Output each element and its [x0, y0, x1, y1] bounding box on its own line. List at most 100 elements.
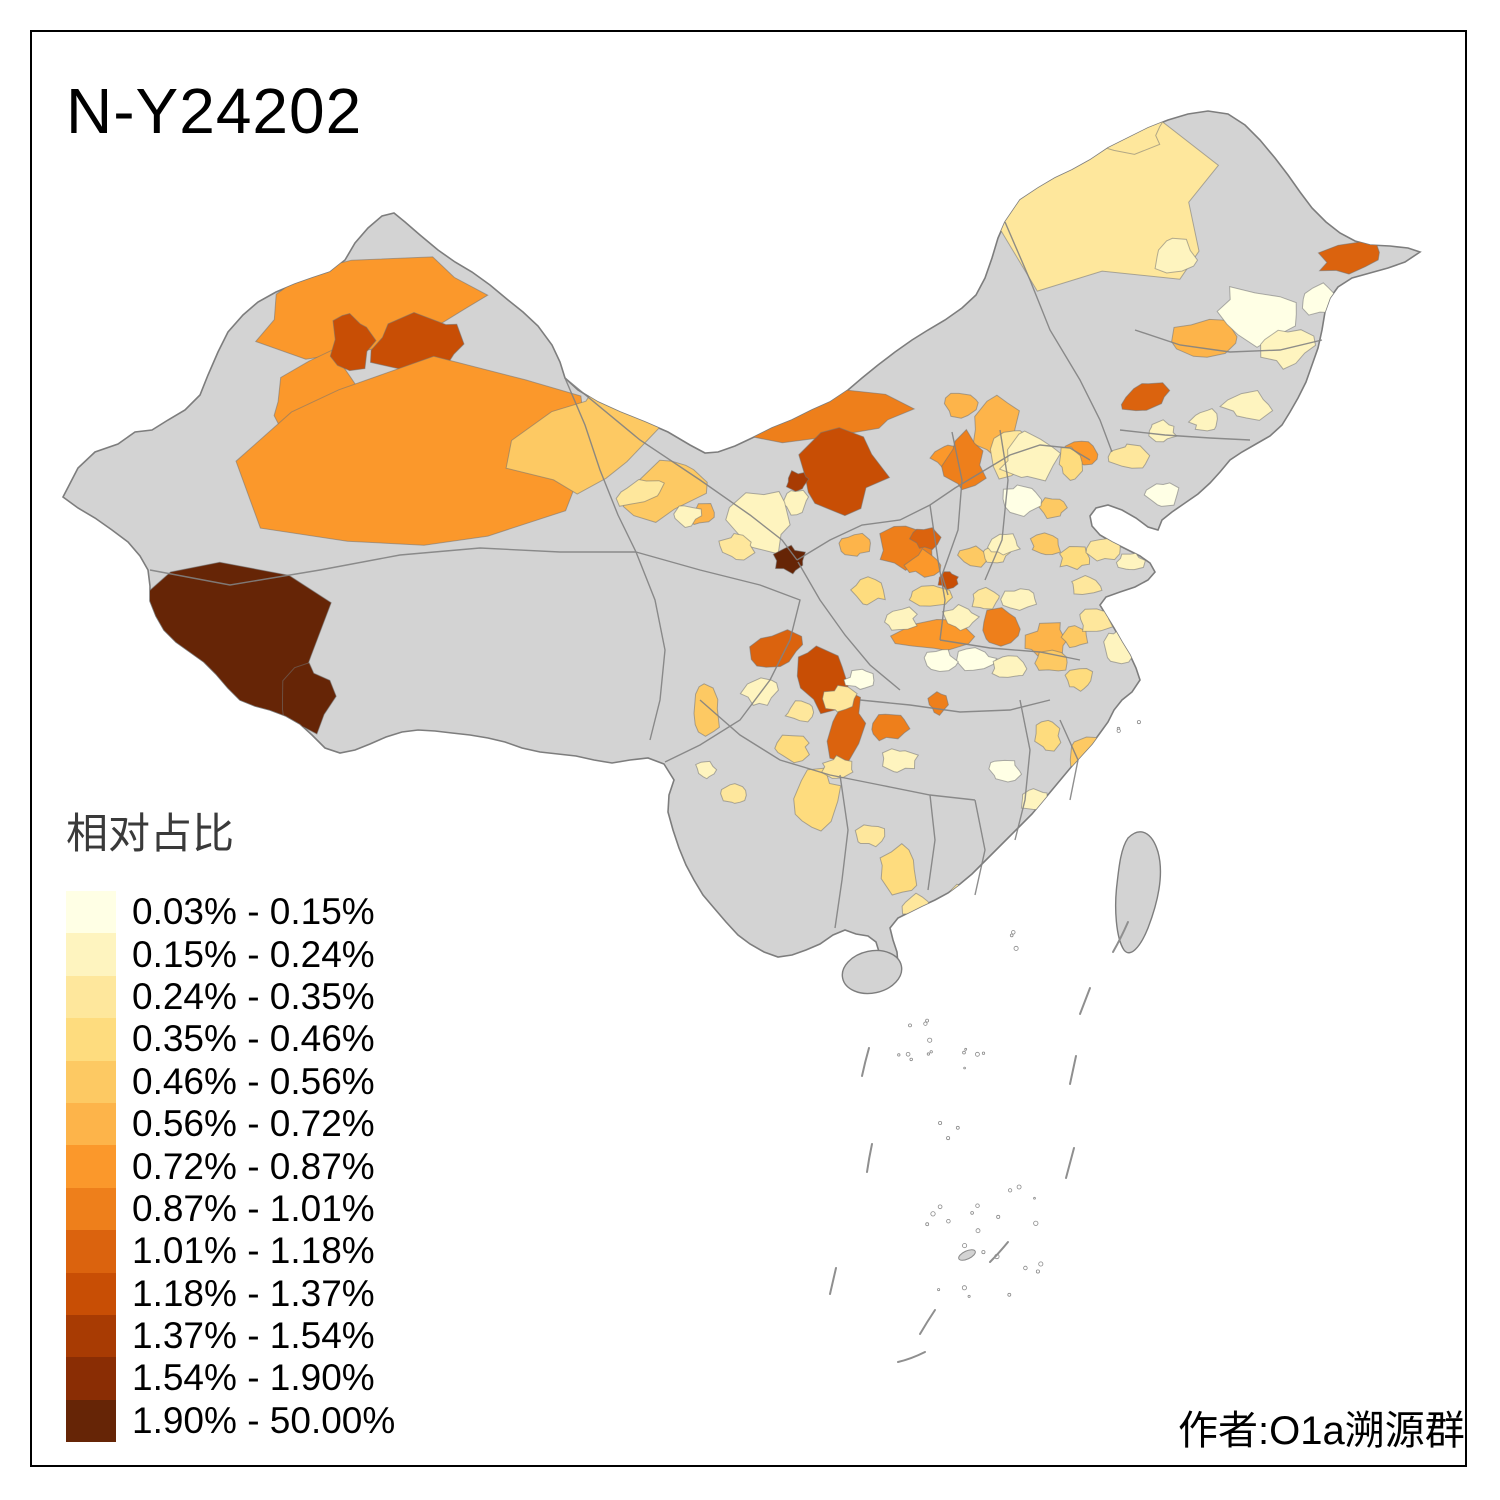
map-region [235, 355, 589, 546]
map-region [903, 548, 942, 578]
legend-swatch [66, 933, 116, 976]
map-region [1071, 574, 1103, 596]
legend-swatch [66, 1018, 116, 1061]
legend-swatch [66, 891, 116, 934]
map-region [923, 648, 959, 673]
map-region [282, 662, 337, 737]
map-region [937, 571, 960, 591]
map-region [1058, 545, 1091, 571]
map-region [1187, 408, 1218, 432]
map-region [1079, 608, 1115, 632]
map-region [329, 312, 377, 372]
map-region [849, 576, 886, 606]
islet-dot [930, 1211, 936, 1217]
map-region [908, 527, 942, 551]
legend-item: 1.01% - 1.18% [66, 1230, 395, 1273]
islet-dot [1009, 933, 1014, 938]
islet-dot [981, 1051, 986, 1055]
map-region [941, 428, 987, 491]
islet-dot [926, 1052, 931, 1056]
map-region [838, 532, 871, 557]
map-region [1219, 389, 1274, 421]
map-region [821, 684, 858, 713]
map-region [1260, 329, 1317, 370]
legend-label: 1.90% - 50.00% [132, 1399, 396, 1441]
islet-dot [975, 1228, 981, 1234]
map-region [1034, 719, 1062, 752]
islet-dot [1136, 720, 1141, 725]
map-region [881, 748, 920, 773]
islet-dot [962, 1050, 966, 1055]
islet-dot [975, 1203, 980, 1208]
islet-dot [908, 1023, 912, 1028]
islet-dot [963, 1066, 966, 1070]
islet-dot [1023, 1265, 1028, 1271]
map-region [1042, 821, 1077, 850]
legend-label: 0.87% - 1.01% [132, 1187, 375, 1229]
map-region [739, 677, 779, 706]
legend-label: 0.72% - 0.87% [132, 1145, 375, 1187]
map-region [615, 478, 665, 507]
legend-item: 1.54% - 1.90% [66, 1357, 395, 1400]
islet-dot [1038, 1261, 1044, 1267]
islet-dot [938, 1121, 943, 1126]
map-region [1069, 736, 1111, 769]
map-region [1143, 482, 1180, 507]
map-region [988, 759, 1023, 783]
legend-item: 0.87% - 1.01% [66, 1187, 395, 1231]
map-region [720, 783, 747, 804]
legend-item: 0.35% - 0.46% [66, 1018, 395, 1061]
legend-swatch [66, 1314, 116, 1358]
legend-label: 0.03% - 0.15% [132, 891, 375, 933]
legend-item: 1.37% - 1.54% [66, 1314, 395, 1358]
islet-dot [955, 1125, 960, 1130]
legend-swatch [66, 1102, 116, 1146]
islet-dot [927, 1037, 933, 1043]
map-region [695, 760, 718, 780]
hainan-island [841, 949, 903, 995]
islet-dot [996, 1214, 1001, 1219]
islet-dot [962, 1243, 968, 1249]
islet-dot [1035, 1269, 1040, 1274]
legend-item: 0.24% - 0.35% [66, 975, 395, 1019]
islet-dot [909, 1057, 913, 1062]
itu-aba-island [958, 1249, 976, 1261]
legend-item: 0.15% - 0.24% [66, 933, 395, 976]
map-region [871, 713, 911, 742]
map-region [943, 392, 979, 419]
map-region [1148, 419, 1178, 443]
map-region [941, 603, 981, 632]
map-region [1060, 625, 1089, 649]
map-region [982, 607, 1021, 647]
legend-item: 0.72% - 0.87% [66, 1145, 395, 1188]
legend-swatch [66, 1357, 116, 1400]
map-region [785, 469, 810, 493]
legend-item: 1.90% - 50.00% [66, 1399, 396, 1443]
map-region [884, 606, 918, 631]
map-region [1064, 667, 1094, 692]
map-region [956, 545, 989, 568]
map-region [793, 767, 842, 832]
legend-item: 0.46% - 0.56% [66, 1060, 395, 1103]
islet-dot [925, 1222, 930, 1227]
islet-dot [1007, 1188, 1013, 1193]
islet-dot [981, 1250, 986, 1255]
islet-dot [1033, 1220, 1039, 1226]
islet-dot [1033, 1196, 1036, 1200]
islet-dot [967, 1294, 971, 1298]
map-region [1034, 649, 1068, 672]
legend-item: 1.18% - 1.37% [66, 1272, 395, 1315]
islet-dot [897, 1053, 901, 1057]
map-region [854, 824, 886, 848]
legend-swatch [66, 1230, 116, 1273]
map-region [998, 430, 1062, 482]
nine-dash-line [829, 921, 1129, 1363]
islet-dot [923, 1021, 928, 1026]
map-region [774, 734, 811, 764]
islet-dot [937, 1204, 943, 1210]
islet-dot [925, 1018, 929, 1023]
province-borders [149, 221, 1323, 929]
legend-label: 1.18% - 1.37% [132, 1272, 375, 1314]
islet-dot [975, 1051, 980, 1057]
legend-title: 相对占比 [66, 810, 235, 857]
